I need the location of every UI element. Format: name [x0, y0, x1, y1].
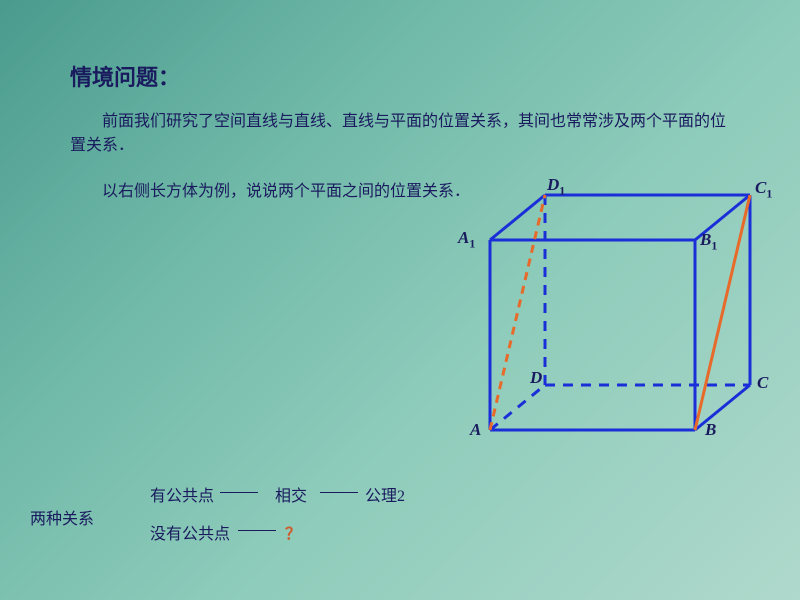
label-D: D [530, 368, 542, 388]
label-A1: A1 [458, 228, 475, 251]
label-C: C [757, 373, 768, 393]
row1-dash2 [320, 492, 358, 493]
row1-dash1 [220, 492, 258, 493]
label-D1: D1 [547, 175, 565, 198]
row2-question: ？ [285, 520, 301, 544]
paragraph-1: 前面我们研究了空间直线与直线、直线与平面的位置关系，其间也常常涉及两个平面的位置… [70, 110, 730, 158]
row1-col1: 有公共点 [150, 482, 214, 506]
label-B1: B1 [700, 230, 717, 253]
row1-col2: 相交 [275, 482, 307, 506]
row2-dash1 [238, 530, 276, 531]
section-title: 情境问题： [70, 60, 180, 92]
label-A: A [470, 420, 481, 440]
row1-col3: 公理2 [365, 482, 405, 506]
cuboid-diagram [450, 175, 770, 455]
label-C1: C1 [755, 178, 772, 201]
relations-heading: 两种关系 [30, 505, 94, 529]
row2-col1: 没有公共点 [150, 520, 230, 544]
label-B: B [705, 420, 716, 440]
